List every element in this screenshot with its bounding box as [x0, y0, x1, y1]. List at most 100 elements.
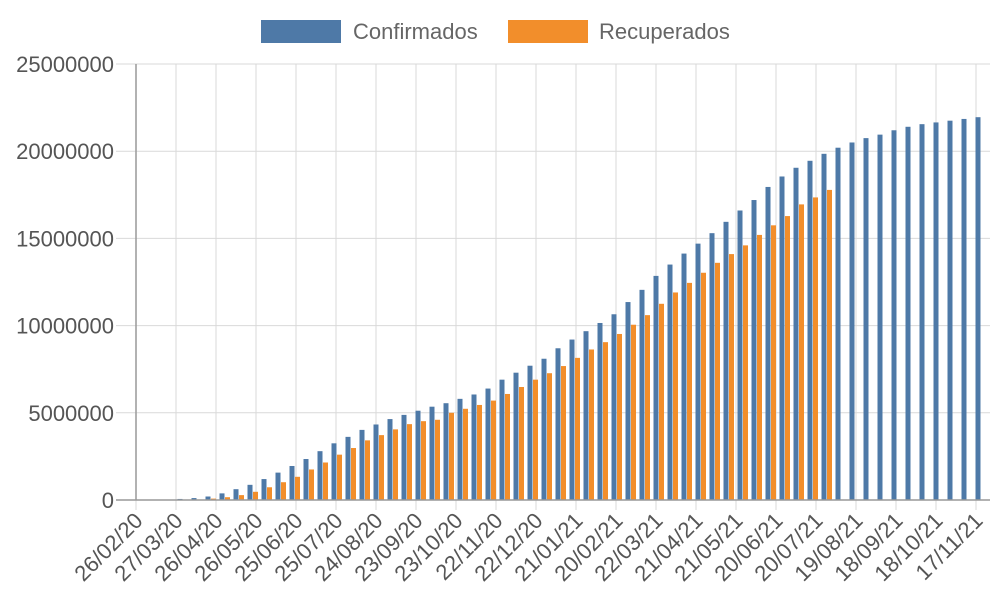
y-tick-label: 25000000	[16, 52, 114, 77]
bar-confirmados	[233, 489, 239, 500]
bar-confirmados	[905, 126, 911, 500]
bar-recuperados	[589, 349, 594, 500]
bar-confirmados	[401, 414, 407, 500]
bar-confirmados	[261, 479, 267, 500]
bar-confirmados	[653, 275, 659, 500]
bar-confirmados	[947, 120, 953, 501]
bar-confirmados	[429, 406, 435, 500]
bar-confirmados	[891, 130, 897, 500]
bar-recuperados	[379, 435, 384, 500]
grid-lines	[116, 63, 990, 510]
legend-swatch	[261, 20, 341, 43]
bar-recuperados	[645, 315, 650, 500]
bar-recuperados	[281, 482, 286, 500]
bar-confirmados	[611, 314, 617, 500]
bar-confirmados	[275, 472, 281, 500]
y-tick-label: 15000000	[16, 226, 114, 251]
bar-recuperados	[729, 254, 734, 500]
bar-confirmados	[415, 410, 421, 500]
bar-confirmados	[527, 365, 533, 500]
bar-recuperados	[365, 440, 370, 500]
bar-confirmados	[387, 419, 393, 500]
bar-confirmados	[499, 379, 505, 500]
bar-confirmados	[541, 358, 547, 500]
bar-recuperados	[701, 272, 706, 500]
bar-confirmados	[681, 253, 687, 500]
bar-recuperados	[575, 357, 580, 500]
bar-confirmados	[443, 403, 449, 500]
bar-recuperados	[785, 216, 790, 501]
bar-confirmados	[877, 134, 883, 500]
bar-confirmados	[961, 118, 967, 500]
bar-confirmados	[695, 243, 701, 500]
bar-confirmados	[625, 302, 631, 500]
bar-recuperados	[687, 282, 692, 500]
bar-recuperados	[435, 419, 440, 500]
bar-recuperados	[673, 292, 678, 500]
bar-confirmados	[205, 496, 211, 500]
bar-recuperados	[449, 412, 454, 500]
bar-recuperados	[463, 408, 468, 500]
y-tick-label: 0	[102, 488, 114, 513]
y-tick-label: 20000000	[16, 139, 114, 164]
bar-confirmados	[793, 167, 799, 500]
bar-recuperados	[295, 476, 300, 500]
bar-confirmados	[471, 394, 477, 500]
bar-confirmados	[975, 117, 981, 500]
bar-confirmados	[373, 424, 379, 500]
bar-recuperados	[603, 342, 608, 500]
bar-recuperados	[337, 454, 342, 500]
bar-recuperados	[715, 262, 720, 500]
bar-confirmados	[331, 443, 337, 500]
bar-confirmados	[555, 348, 561, 500]
bar-recuperados	[491, 400, 496, 500]
bar-recuperados	[225, 497, 230, 500]
legend: Confirmados Recuperados	[261, 19, 730, 44]
bar-recuperados	[393, 429, 398, 500]
bar-confirmados	[919, 124, 925, 500]
bar-recuperados	[743, 245, 748, 500]
bar-recuperados	[561, 366, 566, 500]
bar-recuperados	[813, 197, 818, 500]
bar-recuperados	[267, 487, 272, 500]
bar-confirmados	[751, 200, 757, 501]
bar-confirmados	[457, 398, 463, 500]
bar-confirmados	[597, 322, 603, 500]
bar-confirmados	[317, 451, 323, 500]
bar-confirmados	[723, 221, 729, 500]
bar-confirmados	[485, 388, 491, 500]
bar-confirmados	[807, 160, 813, 501]
bar-recuperados	[617, 333, 622, 500]
bar-confirmados	[191, 498, 197, 500]
legend-swatch	[508, 20, 588, 43]
bar-recuperados	[351, 448, 356, 500]
bar-confirmados	[219, 493, 225, 500]
bar-confirmados	[303, 459, 309, 500]
bar-recuperados	[771, 225, 776, 500]
bar-confirmados	[569, 339, 575, 500]
bar-confirmados	[247, 484, 253, 500]
bar-recuperados	[757, 234, 762, 501]
bar-confirmados	[667, 264, 673, 500]
y-tick-label: 10000000	[16, 314, 114, 339]
y-tick-label: 5000000	[28, 401, 114, 426]
bar-recuperados	[547, 373, 552, 500]
bar-recuperados	[477, 404, 482, 500]
bars	[149, 117, 981, 501]
bar-recuperados	[309, 469, 314, 500]
bar-recuperados	[533, 379, 538, 500]
bar-recuperados	[519, 386, 524, 500]
bar-recuperados	[659, 303, 664, 500]
bar-recuperados	[323, 462, 328, 500]
legend-label: Recuperados	[599, 19, 730, 44]
bar-confirmados	[835, 147, 841, 500]
bar-confirmados	[583, 331, 589, 500]
bar-recuperados	[505, 393, 510, 500]
bar-recuperados	[421, 421, 426, 500]
bar-confirmados	[639, 289, 645, 500]
bar-confirmados	[737, 210, 743, 500]
bar-recuperados	[239, 495, 244, 500]
axes	[116, 64, 990, 501]
bar-confirmados	[345, 436, 351, 500]
